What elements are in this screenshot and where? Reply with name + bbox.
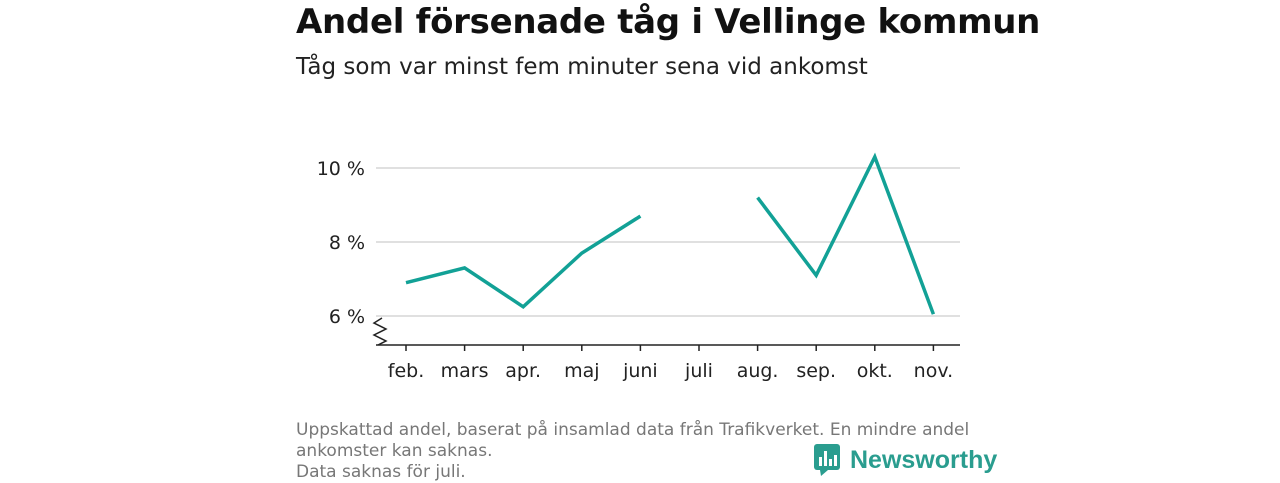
y-tick-label: 10 % [317,158,365,180]
brand-name: Newsworthy [850,445,998,474]
x-tick-label: nov. [914,360,953,382]
chart-title: Andel försenade tåg i Vellinge kommun [296,2,1041,42]
footnote: Uppskattad andel, baserat på insamlad da… [296,420,996,483]
footnote-source: Uppskattad andel, baserat på insamlad da… [296,420,970,461]
axis-break-mark [372,317,388,346]
line-chart: 6 % 8 % 10 % feb. mars apr. maj juni juli aug. se… [317,152,960,382]
x-tick-label: juni [622,360,658,382]
x-tick-label: aug. [737,360,779,382]
x-axis [372,317,960,351]
y-tick-label: 8 % [329,232,365,254]
x-tick-label: mars [441,360,489,382]
chart-subtitle: Tåg som var minst fem minuter sena vid a… [296,54,868,80]
x-tick-label: okt. [857,360,893,382]
series-line-segment [756,152,936,315]
x-tick-labels: feb. mars apr. maj juni juli aug. sep. okt. nov. [388,360,953,382]
x-tick-label: apr. [505,360,541,382]
series-lines [405,152,936,315]
gridlines [376,167,960,317]
brand-logo: Newsworthy [814,444,997,476]
y-tick-labels: 6 % 8 % 10 % [317,158,365,328]
newsworthy-logo-icon [814,444,840,476]
x-tick-label: sep. [796,360,836,382]
y-tick-label: 6 % [329,306,365,328]
x-tick-label: maj [564,360,599,382]
x-tick-label: juli [684,360,713,382]
x-tick-label: feb. [388,360,424,382]
series-line-segment [405,214,642,310]
footnote-missing-data: Data saknas för juli. [296,462,466,482]
